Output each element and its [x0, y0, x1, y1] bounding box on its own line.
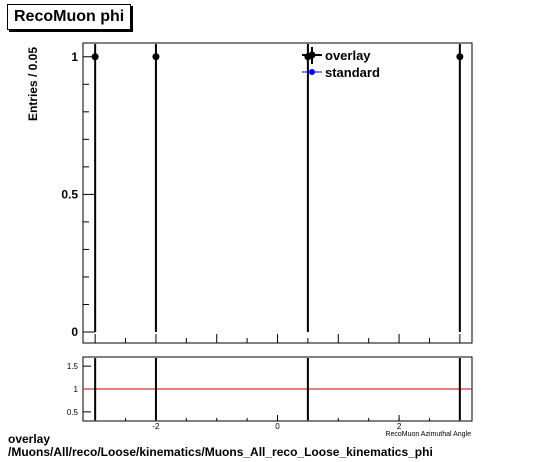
overlay-point: [91, 53, 99, 61]
legend-marker-overlay: [302, 47, 322, 64]
footer-line-2: /Muons/All/reco/Loose/kinematics/Muons_A…: [8, 445, 433, 459]
legend: overlay standard: [300, 47, 380, 81]
footer-line-1: overlay: [8, 432, 51, 446]
ratio-x-tick-label: -2: [152, 422, 160, 431]
ratio-point: [154, 387, 158, 391]
legend-marker-standard: [302, 69, 322, 75]
ratio-y-tick-label: 1.5: [67, 362, 79, 371]
ratio-x-tick-label: 0: [275, 422, 280, 431]
ratio-y-tick-label: 1: [74, 385, 79, 394]
chart-title: RecoMuon phi: [7, 4, 132, 30]
main-y-tick-label: 0.5: [61, 187, 78, 201]
overlay-point: [456, 53, 464, 61]
footer-caption: overlay /Muons/All/reco/Loose/kinematics…: [8, 433, 433, 459]
main-plot-frame: [82, 42, 473, 344]
ratio-y-tick-label: 0.5: [67, 408, 79, 417]
ratio-point: [93, 387, 97, 391]
ratio-x-tick-label: 2: [397, 422, 402, 431]
ratio-x-axis-label: RecoMuon Azimuthal Angle: [385, 431, 471, 438]
legend-entry-standard: standard: [300, 64, 380, 81]
ratio-point: [306, 387, 310, 391]
main-y-tick-label: 1: [71, 50, 78, 64]
legend-label-standard: standard: [325, 65, 380, 80]
legend-entry-overlay: overlay: [300, 47, 380, 64]
ratio-point: [458, 387, 462, 391]
main-y-tick-label: 0: [71, 325, 78, 339]
overlay-point: [152, 53, 160, 61]
legend-label-overlay: overlay: [325, 48, 371, 63]
